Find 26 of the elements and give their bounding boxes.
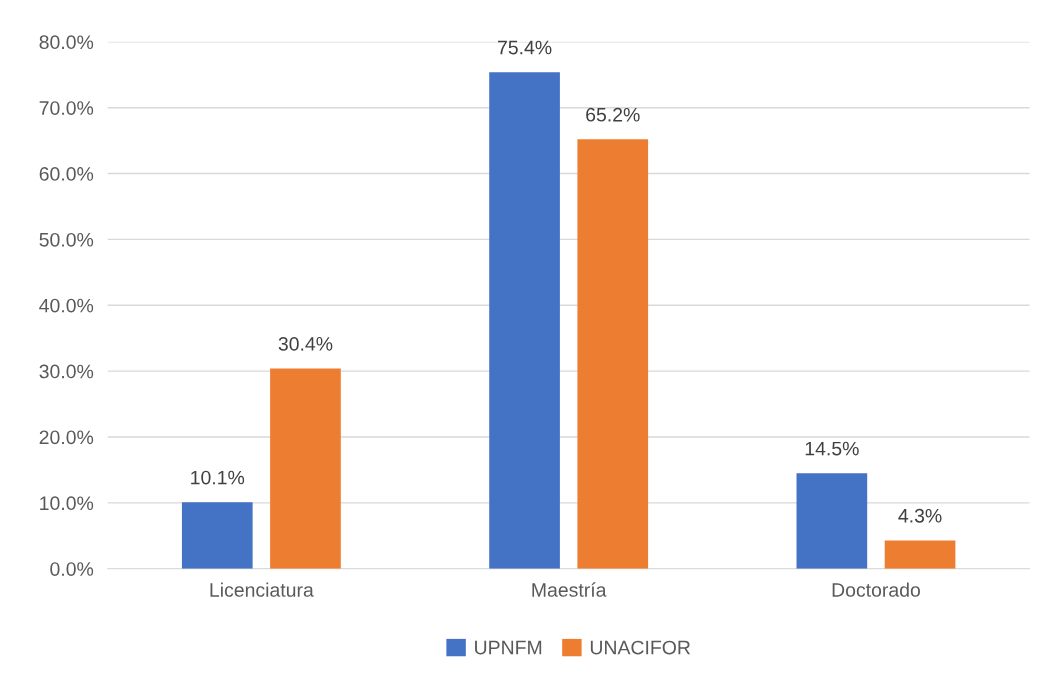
bar bbox=[489, 72, 560, 569]
y-tick-label: 0.0% bbox=[50, 562, 94, 576]
bar bbox=[884, 540, 956, 569]
y-tick-label: 40.0% bbox=[39, 298, 94, 313]
y-tick-label: 80.0% bbox=[39, 35, 94, 50]
y-tick-label: 50.0% bbox=[39, 232, 94, 247]
bar bbox=[796, 473, 868, 569]
legend-label: UNACIFOR bbox=[590, 640, 691, 655]
x-tick-label: Licenciatura bbox=[210, 582, 314, 597]
x-tick-label: Maestría bbox=[532, 582, 607, 597]
bar bbox=[181, 502, 253, 569]
bar bbox=[270, 368, 341, 569]
y-tick-label: 70.0% bbox=[39, 101, 94, 115]
y-tick-label: 30.0% bbox=[39, 364, 94, 379]
y-tick-label: 60.0% bbox=[39, 167, 94, 181]
data-label: 75.4% bbox=[497, 40, 552, 55]
data-label: 14.5% bbox=[805, 441, 859, 456]
y-tick-label: 10.0% bbox=[40, 496, 94, 511]
data-label: 65.2% bbox=[586, 107, 640, 122]
data-label: 10.1% bbox=[191, 470, 245, 485]
y-tick-label: 20.0% bbox=[39, 430, 94, 445]
data-label: 30.4% bbox=[278, 336, 333, 351]
legend-label: UPNFM bbox=[475, 640, 542, 655]
bar bbox=[577, 139, 649, 569]
data-label: 4.3% bbox=[898, 508, 942, 523]
x-tick-label: Doctorado bbox=[832, 582, 920, 597]
